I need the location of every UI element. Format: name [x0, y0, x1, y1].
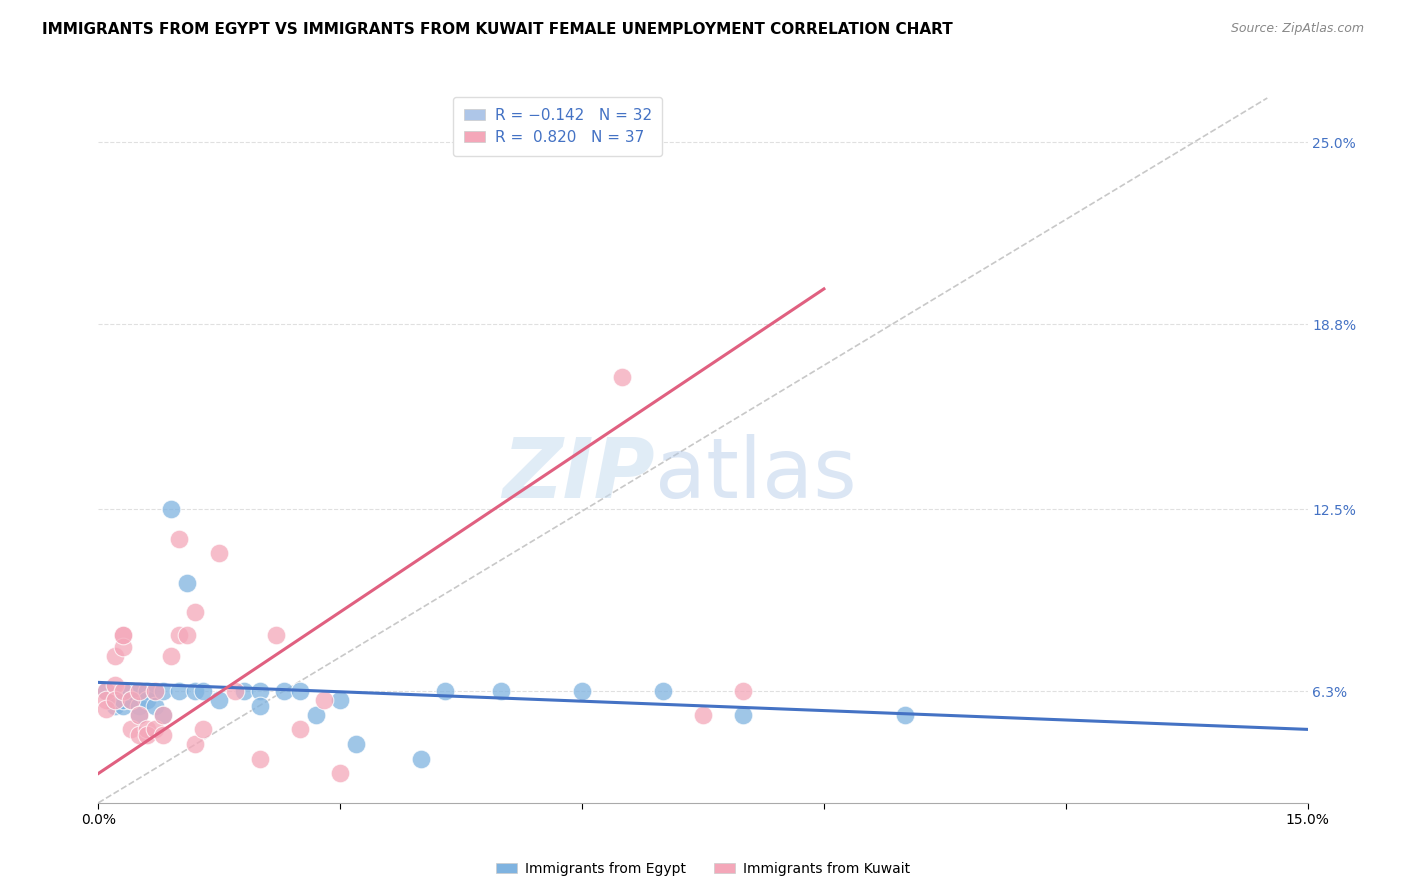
- Point: [176, 575, 198, 590]
- Point: [160, 502, 183, 516]
- Point: [491, 684, 513, 698]
- Point: [167, 684, 190, 698]
- Point: [167, 628, 190, 642]
- Point: [135, 723, 157, 737]
- Point: [249, 698, 271, 713]
- Point: [733, 707, 755, 722]
- Point: [103, 678, 125, 692]
- Point: [344, 737, 367, 751]
- Point: [692, 707, 714, 722]
- Point: [111, 640, 134, 655]
- Point: [128, 684, 150, 698]
- Point: [111, 698, 134, 713]
- Point: [288, 684, 311, 698]
- Point: [208, 546, 231, 560]
- Text: atlas: atlas: [655, 434, 856, 515]
- Point: [96, 684, 118, 698]
- Point: [152, 707, 174, 722]
- Point: [184, 605, 207, 619]
- Point: [208, 693, 231, 707]
- Legend: Immigrants from Egypt, Immigrants from Kuwait: Immigrants from Egypt, Immigrants from K…: [491, 856, 915, 881]
- Point: [314, 693, 336, 707]
- Point: [160, 648, 183, 663]
- Point: [128, 707, 150, 722]
- Point: [128, 728, 150, 742]
- Point: [103, 693, 125, 707]
- Point: [111, 684, 134, 698]
- Point: [111, 628, 134, 642]
- Point: [135, 693, 157, 707]
- Point: [143, 698, 166, 713]
- Point: [111, 684, 134, 698]
- Point: [96, 684, 118, 698]
- Point: [249, 752, 271, 766]
- Point: [329, 766, 352, 780]
- Point: [120, 684, 142, 698]
- Point: [120, 693, 142, 707]
- Point: [152, 684, 174, 698]
- Point: [305, 707, 328, 722]
- Point: [143, 684, 166, 698]
- Point: [193, 684, 215, 698]
- Point: [96, 693, 118, 707]
- Point: [733, 684, 755, 698]
- Point: [135, 728, 157, 742]
- Point: [143, 684, 166, 698]
- Point: [111, 693, 134, 707]
- Point: [103, 648, 125, 663]
- Point: [120, 723, 142, 737]
- Point: [152, 728, 174, 742]
- Point: [329, 693, 352, 707]
- Point: [184, 737, 207, 751]
- Point: [232, 684, 254, 698]
- Point: [103, 698, 125, 713]
- Point: [184, 684, 207, 698]
- Point: [273, 684, 295, 698]
- Point: [249, 684, 271, 698]
- Point: [571, 684, 593, 698]
- Point: [193, 723, 215, 737]
- Point: [96, 702, 118, 716]
- Point: [651, 684, 673, 698]
- Point: [224, 684, 246, 698]
- Point: [264, 628, 287, 642]
- Point: [893, 707, 915, 722]
- Text: IMMIGRANTS FROM EGYPT VS IMMIGRANTS FROM KUWAIT FEMALE UNEMPLOYMENT CORRELATION : IMMIGRANTS FROM EGYPT VS IMMIGRANTS FROM…: [42, 22, 953, 37]
- Point: [120, 693, 142, 707]
- Point: [128, 698, 150, 713]
- Point: [103, 693, 125, 707]
- Point: [167, 532, 190, 546]
- Point: [409, 752, 432, 766]
- Point: [128, 707, 150, 722]
- Point: [176, 628, 198, 642]
- Point: [143, 723, 166, 737]
- Point: [128, 684, 150, 698]
- Text: Source: ZipAtlas.com: Source: ZipAtlas.com: [1230, 22, 1364, 36]
- Point: [135, 684, 157, 698]
- Point: [612, 370, 634, 384]
- Point: [434, 684, 457, 698]
- Point: [152, 707, 174, 722]
- Point: [288, 723, 311, 737]
- Text: ZIP: ZIP: [502, 434, 655, 515]
- Point: [111, 628, 134, 642]
